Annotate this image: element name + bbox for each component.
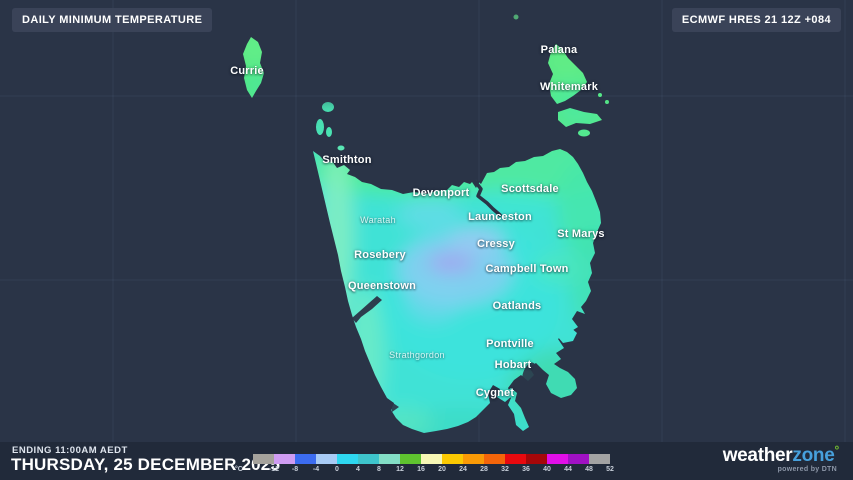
tamar-estuary	[472, 178, 502, 217]
legend-unit-label: °C	[235, 466, 243, 473]
legend-segment	[568, 454, 589, 464]
legend-segment	[505, 454, 526, 464]
legend-tick: -12	[268, 466, 280, 473]
legend-tick: 4	[356, 466, 360, 473]
temperature-legend: °C -12 -8 -4 0 4 8 12 16 20 24 28 32 36 40 44 48 52	[235, 454, 614, 478]
legend-segment	[589, 454, 610, 464]
legend-segment	[421, 454, 442, 464]
legend-segment	[526, 454, 547, 464]
legend-segment	[463, 454, 484, 464]
legend-tick: 20	[438, 466, 446, 473]
legend-segment	[547, 454, 568, 464]
valid-time-label: ENDING 11:00AM AEDT	[12, 445, 128, 456]
footer-bar: ENDING 11:00AM AEDT THURSDAY, 25 DECEMBE…	[0, 442, 853, 480]
legend-tick: 16	[417, 466, 425, 473]
legend-segment	[253, 454, 274, 464]
legend-segment	[442, 454, 463, 464]
legend-tick: -8	[291, 466, 299, 473]
legend-tick: 44	[564, 466, 572, 473]
legend-segment	[358, 454, 379, 464]
legend-tick: -4	[312, 466, 320, 473]
model-run-chip: ECMWF HRES 21 12Z +084	[671, 8, 841, 32]
derwent-estuary	[522, 362, 536, 386]
legend-segment	[379, 454, 400, 464]
legend-tick: 52	[606, 466, 614, 473]
legend-tick: 8	[377, 466, 381, 473]
legend-tick: 32	[501, 466, 509, 473]
logo-degree-icon: °	[834, 443, 840, 457]
legend-tick: 12	[396, 466, 404, 473]
legend-tick: 24	[459, 466, 467, 473]
legend-color-bar	[253, 454, 610, 464]
product-title-chip: DAILY MINIMUM TEMPERATURE	[12, 8, 213, 32]
temperature-field	[243, 14, 609, 433]
logo-weather-text: weather	[722, 445, 793, 466]
legend-segment	[274, 454, 295, 464]
valid-date-label: THURSDAY, 25 DECEMBER 2025	[11, 455, 281, 474]
powered-by-label: powered by DTN	[777, 466, 837, 473]
legend-segment	[400, 454, 421, 464]
legend-segment	[337, 454, 358, 464]
legend-tick: 28	[480, 466, 488, 473]
inland-water	[352, 178, 536, 412]
legend-tick: 48	[585, 466, 593, 473]
legend-tick: 0	[335, 466, 339, 473]
macquarie-harbour	[352, 296, 382, 323]
legend-segment	[295, 454, 316, 464]
logo-zone-text: zone	[792, 445, 835, 466]
port-davey-inlet	[390, 401, 399, 412]
legend-tick: 40	[543, 466, 551, 473]
legend-segment	[316, 454, 337, 464]
weatherzone-logo: weatherzone° powered by DTN	[722, 443, 840, 473]
legend-tick: 36	[522, 466, 530, 473]
legend-segment	[484, 454, 505, 464]
